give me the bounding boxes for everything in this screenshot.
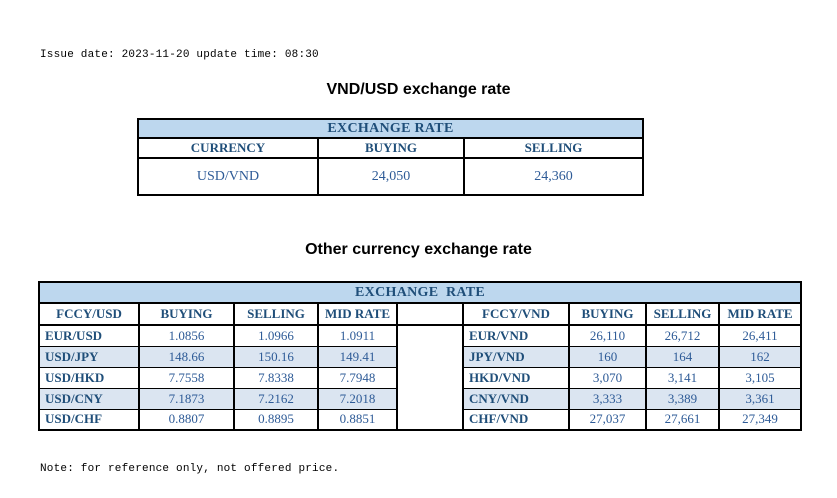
col-buying-right: BUYING	[568, 302, 647, 326]
buying-cell: 24,050	[317, 157, 465, 196]
col-selling-left: SELLING	[233, 302, 319, 326]
selling-cell: 3,141	[645, 366, 720, 389]
pair-cell: EUR/USD	[38, 324, 140, 347]
selling-cell: 27,661	[645, 408, 720, 431]
buying-cell: 1.0856	[138, 324, 235, 347]
pair-cell: HKD/VND	[462, 366, 570, 389]
mid-rate-cell: 3,361	[717, 387, 803, 410]
col-fccy-vnd: FCCY/VND	[462, 302, 570, 326]
mid-rate-cell: 0.8851	[317, 408, 398, 431]
col-mid-right: MID RATE	[717, 302, 803, 326]
pair-cell: USD/CHF	[38, 408, 140, 431]
mid-rate-cell: 26,411	[717, 324, 803, 347]
buying-cell: 148.66	[138, 345, 235, 368]
pair-cell: USD/HKD	[38, 366, 140, 389]
buying-cell: 27,037	[568, 408, 647, 431]
pair-cell: EUR/VND	[462, 324, 570, 347]
pair-cell: USD/JPY	[38, 345, 140, 368]
table-row: USD/HKD 7.7558 7.8338 7.7948 HKD/VND 3,0…	[38, 366, 803, 389]
pair-cell: USD/CNY	[38, 387, 140, 410]
mid-rate-cell: 162	[717, 345, 803, 368]
selling-cell: 26,712	[645, 324, 720, 347]
buying-cell: 26,110	[568, 324, 647, 347]
other-currency-rate-table: EXCHANGE RATE FCCY/USD BUYING SELLING MI…	[37, 281, 803, 431]
table-row: EUR/USD 1.0856 1.0966 1.0911 EUR/VND 26,…	[38, 324, 803, 431]
issue-date-line: Issue date: 2023-11-20 update time: 08:3…	[40, 49, 319, 61]
col-buying: BUYING	[317, 137, 465, 159]
col-selling-right: SELLING	[645, 302, 720, 326]
table-row: USD/CNY 7.1873 7.2162 7.2018 CNY/VND 3,3…	[38, 387, 803, 410]
mid-rate-cell: 7.7948	[317, 366, 398, 389]
spacer-header-cell	[396, 302, 464, 326]
mid-rate-cell: 3,105	[717, 366, 803, 389]
vnd-usd-table-title: VND/USD exchange rate	[326, 81, 511, 98]
table-row: USD/JPY 148.66 150.16 149.41 JPY/VND 160…	[38, 345, 803, 368]
mid-rate-cell: 149.41	[317, 345, 398, 368]
pair-cell: CNY/VND	[462, 387, 570, 410]
pair-cell: JPY/VND	[462, 345, 570, 368]
buying-cell: 7.7558	[138, 366, 235, 389]
selling-cell: 164	[645, 345, 720, 368]
selling-cell: 3,389	[645, 387, 720, 410]
buying-cell: 0.8807	[138, 408, 235, 431]
selling-cell: 7.8338	[233, 366, 319, 389]
table-row: USD/VND 24,050 24,360	[137, 157, 644, 196]
buying-cell: 7.1873	[138, 387, 235, 410]
mid-rate-cell: 1.0911	[317, 324, 398, 347]
col-fccy-usd: FCCY/USD	[38, 302, 140, 326]
mid-rate-cell: 27,349	[717, 408, 803, 431]
col-currency: CURRENCY	[137, 137, 319, 159]
buying-cell: 3,333	[568, 387, 647, 410]
selling-cell: 24,360	[463, 157, 644, 196]
exchange-rate-banner: EXCHANGE RATE	[37, 281, 803, 304]
buying-cell: 160	[568, 345, 647, 368]
table-row: USD/CHF 0.8807 0.8895 0.8851 CHF/VND 27,…	[38, 408, 803, 431]
currency-cell: USD/VND	[137, 157, 319, 196]
other-currency-table-title: Other currency exchange rate	[305, 241, 532, 258]
mid-rate-cell: 7.2018	[317, 387, 398, 410]
note-line: Note: for reference only, not offered pr…	[40, 463, 340, 475]
col-mid-left: MID RATE	[317, 302, 398, 326]
exchange-rate-banner: EXCHANGE RATE	[137, 118, 644, 139]
selling-cell: 1.0966	[233, 324, 319, 347]
spacer-cell	[396, 324, 464, 431]
selling-cell: 0.8895	[233, 408, 319, 431]
buying-cell: 3,070	[568, 366, 647, 389]
vnd-usd-rate-table: EXCHANGE RATE CURRENCY BUYING SELLING US…	[137, 118, 644, 196]
col-selling: SELLING	[463, 137, 644, 159]
pair-cell: CHF/VND	[462, 408, 570, 431]
selling-cell: 150.16	[233, 345, 319, 368]
selling-cell: 7.2162	[233, 387, 319, 410]
col-buying-left: BUYING	[138, 302, 235, 326]
